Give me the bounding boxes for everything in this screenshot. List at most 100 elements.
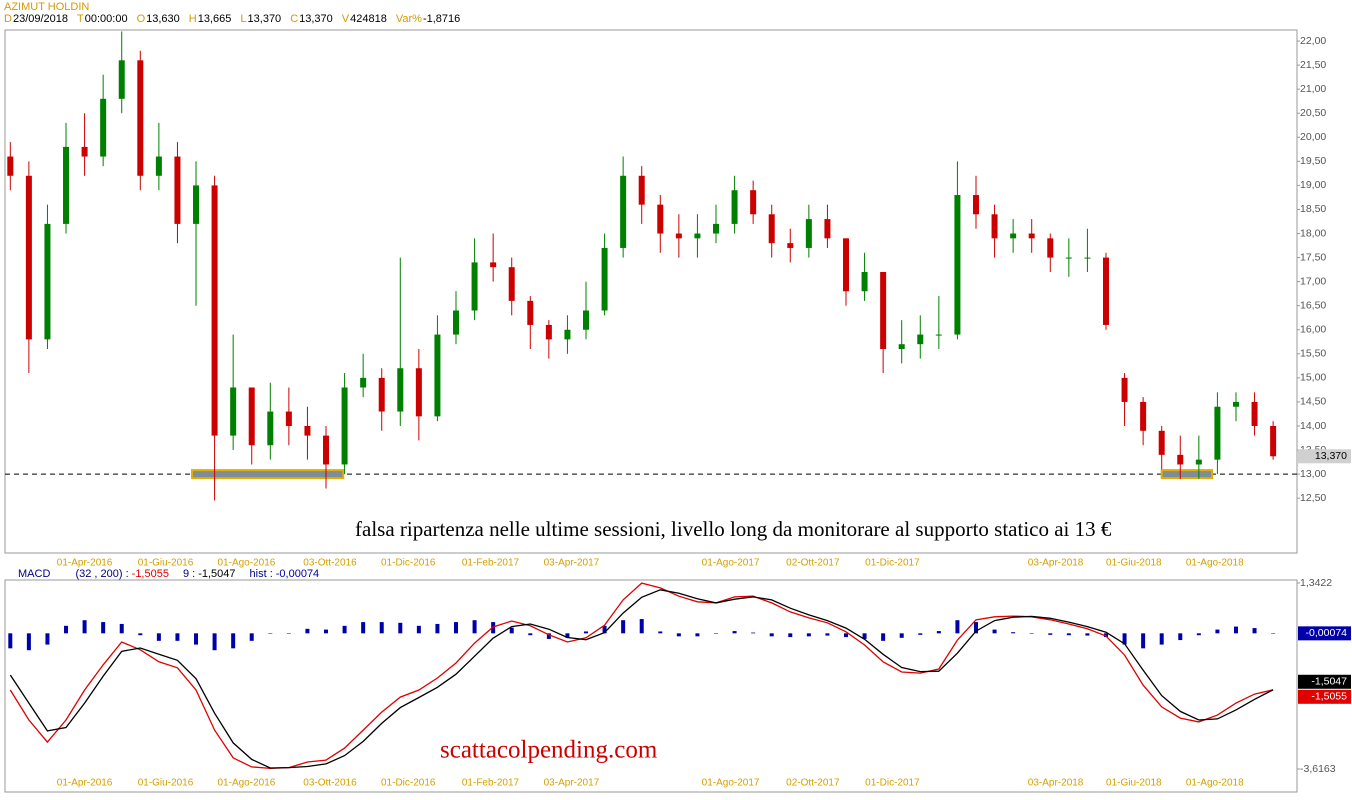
field-key: C xyxy=(290,13,299,25)
hist-bar xyxy=(658,631,663,634)
candle-body xyxy=(1010,233,1017,239)
x-tick-label: 01-Ago-2017 xyxy=(702,778,760,789)
hist-bar xyxy=(82,620,87,634)
hist-bar xyxy=(825,633,830,636)
y-tick-label: 15,00 xyxy=(1300,372,1326,384)
candle-body xyxy=(601,247,608,311)
hist-bar xyxy=(416,625,421,634)
hist-bar xyxy=(1178,633,1183,641)
hist-bar xyxy=(361,622,366,634)
hist-bar xyxy=(194,633,199,645)
candle-body xyxy=(805,219,812,248)
hist-bar xyxy=(1066,633,1071,636)
candle-body xyxy=(768,214,775,244)
candle-body xyxy=(694,233,701,239)
candle-body xyxy=(898,344,905,349)
candle-body xyxy=(44,223,51,340)
y-tick-label: 19,00 xyxy=(1300,179,1326,191)
field-key: D xyxy=(4,13,12,25)
hist-bar xyxy=(1011,632,1016,634)
y-tick-label: 20,50 xyxy=(1300,107,1326,119)
candle-body xyxy=(1195,459,1202,465)
hist-bar xyxy=(1252,628,1257,634)
field-key: O xyxy=(136,13,146,25)
hist-bar xyxy=(398,622,403,634)
x-tick-label: 01-Ago-2018 xyxy=(1186,778,1244,789)
symbol: AZIMUT HOLDIN xyxy=(4,1,90,13)
candle-body xyxy=(787,243,794,248)
candle-body xyxy=(1140,401,1147,431)
candle-body xyxy=(1251,401,1258,426)
header: AZIMUT HOLDIN D23/09/2018 T00:00:00 O13,63… xyxy=(4,1,469,25)
last-value-label: 13,370 xyxy=(1315,450,1347,462)
field-value: 00:00:00 xyxy=(84,13,128,25)
legend-name: 9 : xyxy=(182,568,196,580)
hist-bar xyxy=(1271,633,1276,634)
field-key: T xyxy=(77,13,84,25)
x-tick-label: 01-Dic-2016 xyxy=(381,558,436,569)
hist-bar xyxy=(881,633,886,641)
field-value: 13,370 xyxy=(299,13,333,25)
field-key: V xyxy=(341,13,350,25)
candle-body xyxy=(880,272,887,349)
field-value: 13,630 xyxy=(146,13,180,25)
candle-body xyxy=(453,310,460,335)
candle-body xyxy=(731,190,738,224)
candle-body xyxy=(155,156,162,176)
candle-body xyxy=(917,334,924,345)
y-tick-label: 19,50 xyxy=(1300,155,1326,167)
y-tick-label: -3,6163 xyxy=(1300,763,1336,775)
candle-body xyxy=(935,334,942,336)
y-tick-label: 21,50 xyxy=(1300,59,1326,71)
candle-body xyxy=(230,387,237,436)
candle-body xyxy=(1158,430,1165,455)
hist-bar xyxy=(156,633,161,641)
y-tick-label: 13,00 xyxy=(1300,468,1326,480)
legend-value: -1,5055 xyxy=(131,568,169,580)
hist-bar xyxy=(379,622,384,634)
support-zone xyxy=(191,469,345,480)
x-tick-label: 03-Apr-2018 xyxy=(1028,778,1084,789)
field-value: 13,370 xyxy=(247,13,282,25)
hist-bar xyxy=(992,629,997,634)
x-tick-label: 01-Feb-2017 xyxy=(462,558,520,569)
hist-bar xyxy=(584,631,589,634)
candle-body xyxy=(118,60,125,99)
candle-body xyxy=(972,195,979,215)
hist-bar xyxy=(119,623,124,634)
support-zone xyxy=(1160,469,1214,480)
candle-body xyxy=(1232,401,1239,407)
field-value: -1,8716 xyxy=(422,13,461,25)
x-tick-label: 01-Feb-2017 xyxy=(462,778,520,789)
x-tick-label: 01-Apr-2016 xyxy=(57,778,113,789)
hist-bar xyxy=(806,633,811,637)
x-tick-label: 01-Dic-2017 xyxy=(865,778,920,789)
y-tick-label: 1,3422 xyxy=(1300,577,1332,589)
hist-bar xyxy=(1048,633,1053,635)
candle-body xyxy=(137,60,144,176)
hist-bar xyxy=(695,633,700,637)
hist-bar xyxy=(788,633,793,638)
hist-bar xyxy=(973,622,978,634)
candle-body xyxy=(193,185,200,224)
candle-body xyxy=(657,204,664,234)
x-tick-label: 01-Giu-2018 xyxy=(1106,778,1162,789)
legend-value: -1,5047 xyxy=(198,568,236,580)
candle-body xyxy=(471,262,478,311)
y-tick-label: 14,50 xyxy=(1300,396,1326,408)
hist-bar xyxy=(342,625,347,634)
hist-bar xyxy=(639,619,644,634)
candle-body xyxy=(620,175,627,248)
hist-bar xyxy=(528,633,533,636)
x-tick-label: 02-Ott-2017 xyxy=(786,778,840,789)
candle-body xyxy=(304,425,311,436)
field-value: 424818 xyxy=(350,13,387,25)
hist-bar xyxy=(546,633,551,639)
hist-bar xyxy=(1159,633,1164,645)
y-tick-label: 15,50 xyxy=(1300,348,1326,360)
candle-body xyxy=(861,272,868,292)
hist-bar xyxy=(286,633,291,634)
candle-body xyxy=(1084,257,1091,259)
legend-value: -0,00074 xyxy=(275,568,320,580)
